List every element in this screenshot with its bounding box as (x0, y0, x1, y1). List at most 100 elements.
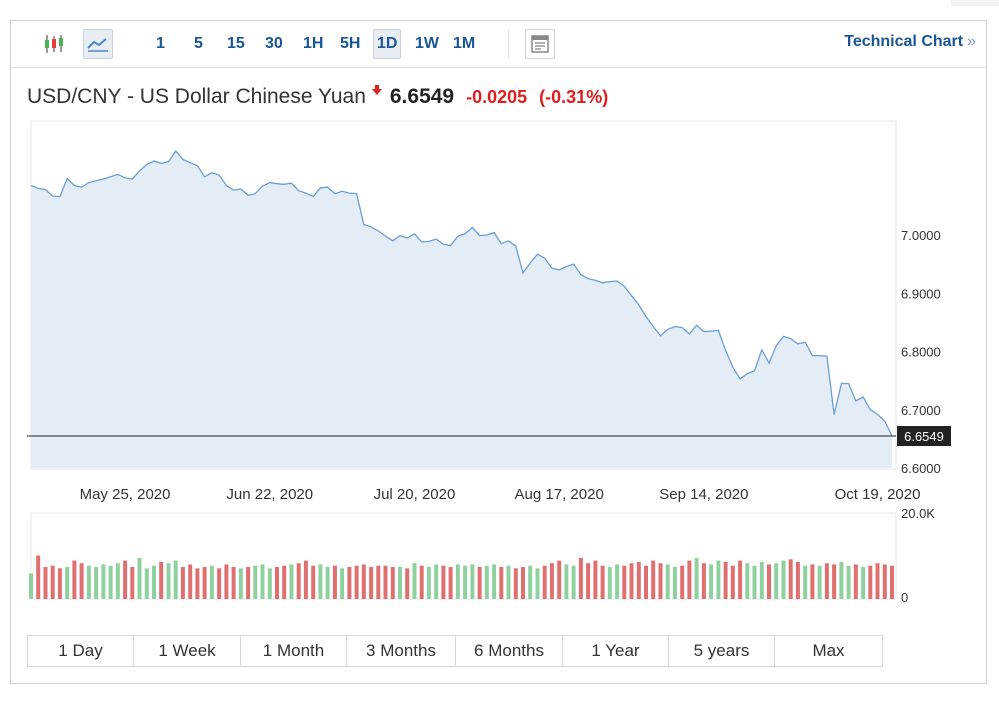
volume-bar (303, 560, 308, 599)
volume-bar (535, 568, 540, 599)
volume-bar (43, 567, 48, 599)
volume-bar (101, 564, 106, 599)
price-chart[interactable]: Investing.com6.65497.00006.90006.80006.7… (11, 21, 986, 621)
interval-5m[interactable]: 5 (194, 35, 203, 52)
range-max[interactable]: Max (775, 636, 882, 666)
range-1-month[interactable]: 1 Month (241, 636, 347, 666)
range-1-week[interactable]: 1 Week (134, 636, 241, 666)
technical-chart-label: Technical Chart (844, 33, 964, 50)
volume-bar (72, 560, 77, 599)
volume-bar (405, 568, 410, 599)
volume-bar (723, 561, 728, 599)
volume-bar (361, 564, 366, 599)
volume-bar (152, 565, 156, 599)
interval-1h[interactable]: 1H (303, 35, 324, 52)
volume-bar (622, 565, 627, 599)
volume-bar (419, 565, 424, 599)
volume-bar (369, 567, 374, 599)
volume-bar (455, 564, 460, 599)
volume-bar (615, 564, 620, 599)
volume-bar (658, 563, 663, 599)
volume-bar (542, 565, 547, 599)
volume-bar (159, 561, 164, 599)
volume-bar (347, 567, 352, 599)
volume-bar (166, 563, 171, 599)
volume-bar (745, 563, 750, 599)
volume-bar (730, 565, 735, 599)
volume-bar (144, 568, 149, 599)
current-price-label-bg (897, 426, 951, 447)
volume-bar (521, 567, 525, 599)
volume-bar (108, 565, 113, 599)
volume-bar (600, 565, 605, 599)
line-chart-icon[interactable] (83, 29, 113, 59)
volume-bar (528, 565, 533, 599)
volume-bar (202, 567, 207, 599)
date-axis-tick: Jun 22, 2020 (226, 486, 313, 503)
volume-bar (137, 558, 142, 599)
volume-bar (180, 567, 185, 599)
volume-bar (506, 565, 511, 599)
top-corner-strip (951, 0, 999, 6)
volume-bar (296, 563, 301, 599)
volume-bar (832, 564, 837, 599)
volume-bar (557, 560, 562, 599)
interval-30m[interactable]: 30 (265, 35, 283, 52)
date-axis-tick: Aug 17, 2020 (515, 486, 604, 503)
volume-bar (774, 563, 779, 599)
double-chevron-right-icon: » (967, 33, 976, 50)
volume-bar (289, 564, 294, 599)
volume-bar (549, 563, 554, 599)
range-3-months[interactable]: 3 Months (347, 636, 456, 666)
current-price-label: 6.6549 (904, 429, 944, 444)
price-axis-tick: 7.0000 (901, 228, 941, 243)
volume-bar (824, 563, 829, 599)
instrument-name: USD/CNY - US Dollar Chinese Yuan (27, 85, 366, 108)
volume-bar (875, 563, 880, 599)
last-price: 6.6549 (389, 85, 455, 108)
volume-bar (701, 563, 706, 599)
price-area-fill (31, 151, 892, 468)
interval-1d[interactable]: 1D (373, 29, 402, 59)
volume-bar (607, 567, 612, 599)
candlestick-icon[interactable] (39, 29, 69, 59)
volume-bar (477, 567, 482, 599)
volume-bar (687, 560, 692, 599)
table-icon[interactable] (525, 29, 555, 59)
volume-bar (340, 568, 345, 599)
volume-bar (795, 561, 800, 599)
volume-bar (803, 565, 808, 599)
volume-bar (398, 567, 402, 599)
volume-bar (644, 565, 648, 599)
interval-1mo[interactable]: 1M (453, 35, 476, 52)
volume-bar (448, 567, 453, 599)
volume-bar (890, 565, 894, 599)
volume-bar (709, 564, 714, 599)
volume-bar (861, 567, 866, 599)
volume-bar (325, 567, 330, 599)
volume-bar (586, 563, 591, 599)
volume-bar (492, 564, 497, 599)
technical-chart-link[interactable]: Technical Chart» (844, 33, 976, 51)
range-5-years[interactable]: 5 years (669, 636, 775, 666)
interval-1w[interactable]: 1W (415, 35, 439, 52)
range-6-months[interactable]: 6 Months (456, 636, 563, 666)
volume-bar (57, 568, 62, 599)
volume-bar (383, 565, 388, 599)
volume-bar (354, 565, 359, 599)
interval-1m[interactable]: 1 (156, 35, 165, 52)
interval-5h[interactable]: 5H (340, 35, 361, 52)
volume-bar (36, 555, 41, 599)
range-1-year[interactable]: 1 Year (563, 636, 669, 666)
volume-bar (882, 564, 887, 599)
volume-bar (115, 563, 120, 599)
volume-bar (209, 565, 214, 599)
volume-bar (130, 567, 135, 599)
price-axis-tick: 6.7000 (901, 403, 941, 418)
volume-bar (716, 560, 721, 599)
down-arrow-icon (371, 82, 382, 100)
interval-15m[interactable]: 15 (227, 35, 245, 52)
volume-bar (188, 564, 193, 599)
volume-bar (868, 565, 873, 599)
range-1-day[interactable]: 1 Day (28, 636, 134, 666)
